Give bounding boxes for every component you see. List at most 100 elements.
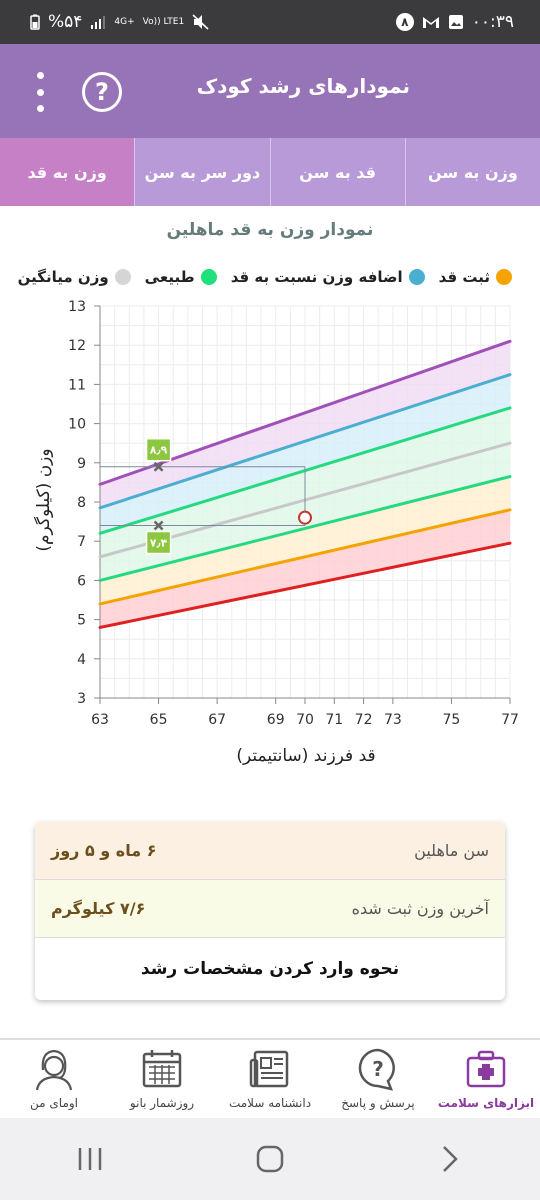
weight-row: آخرین وزن ثبت شده ۷/۶ کیلوگرم [35, 880, 505, 938]
y-tick-label: 9 [77, 456, 86, 472]
medical-kit-icon [466, 1050, 506, 1088]
app-bar: ? نمودارهای رشد کودک [0, 44, 540, 138]
chart-band [100, 476, 510, 604]
signal-icon [91, 16, 106, 29]
chart-band [100, 509, 510, 628]
chart-legend: ثبت قد اضافه وزن نسبت به قد طبیعی وزن می… [18, 268, 512, 286]
battery-level: %۵۴ [48, 12, 83, 32]
tab-weight-for-height[interactable]: وزن به قد [0, 138, 135, 206]
x-tick-label: 73 [384, 712, 402, 728]
y-tick-label: 12 [68, 338, 86, 354]
y-tick-label: 3 [77, 691, 86, 707]
y-tick-label: 6 [77, 573, 86, 589]
nav-calendar[interactable]: روزشمار بانو [108, 1040, 216, 1118]
x-tick-label: 63 [91, 712, 109, 728]
weight-value: ۷/۶ کیلوگرم [51, 899, 146, 918]
divider [0, 1038, 540, 1040]
percentile-curve [98, 541, 512, 629]
marker-label-box [145, 437, 172, 462]
y-tick-label: 5 [77, 613, 86, 629]
notification-badge: ۸ [395, 13, 414, 31]
nav-label: ابزارهای سلامت [437, 1096, 535, 1110]
percentile-curve [98, 373, 512, 510]
weight-label: آخرین وزن ثبت شده [351, 899, 489, 918]
percentile-curve [98, 508, 512, 606]
range-marker [153, 461, 164, 472]
back-button[interactable] [430, 1139, 470, 1179]
x-tick-label: 70 [296, 712, 314, 728]
age-label: سن ماهلین [414, 841, 489, 860]
nav-label: دانشنامه سلامت [228, 1096, 312, 1110]
legend-dot [200, 269, 217, 285]
network-type: 4G+ [114, 16, 135, 27]
marker-label: ۸٫۹ [150, 444, 168, 457]
system-nav-bar [0, 1118, 540, 1200]
x-tick-label: 67 [208, 712, 226, 728]
newspaper-icon [249, 1050, 289, 1088]
nav-encyclopedia[interactable]: دانشنامه سلامت [216, 1040, 324, 1118]
x-tick-label: 72 [355, 712, 373, 728]
nav-label: روزشمار بانو [129, 1096, 195, 1110]
x-tick-label: 71 [325, 712, 343, 728]
legend-label: وزن میانگین [17, 268, 109, 286]
battery-icon [30, 14, 40, 30]
x-tick-label: 65 [150, 712, 168, 728]
legend-item: طبیعی [145, 268, 217, 286]
clock: ۰۰:۳۹ [471, 12, 514, 32]
nav-label: اومای من [30, 1096, 78, 1110]
recent-apps-icon [78, 1148, 102, 1170]
gmail-icon [422, 17, 439, 28]
tab-head-circumference[interactable]: دور سر به سن [134, 138, 269, 206]
x-tick-label: 75 [443, 712, 461, 728]
growth-entry-help-button[interactable]: نحوه وارد کردن مشخصات رشد [140, 959, 400, 979]
marker-label-box [145, 530, 172, 555]
y-tick-label: 13 [68, 299, 86, 315]
tab-weight-for-age[interactable]: وزن به سن [404, 138, 540, 206]
nav-my-profile[interactable]: اومای من [0, 1040, 108, 1118]
chart-band [100, 374, 510, 534]
legend-label: اضافه وزن نسبت به قد [230, 268, 403, 286]
y-tick-label: 8 [77, 495, 86, 511]
svg-text:?: ? [372, 1057, 384, 1081]
legend-dot [408, 269, 425, 285]
percentile-curve [98, 475, 512, 582]
tab-height-for-age[interactable]: قد به سن [269, 138, 405, 206]
legend-label: طبیعی [144, 268, 195, 286]
x-tick-label: 69 [267, 712, 285, 728]
home-button[interactable] [250, 1139, 290, 1179]
nav-health-tools[interactable]: ابزارهای سلامت [432, 1040, 540, 1118]
question-bubble-icon: ? [358, 1048, 395, 1091]
calendar-icon [142, 1050, 182, 1088]
gallery-icon [448, 15, 463, 29]
range-marker [153, 520, 164, 531]
legend-item: ثبت قد [439, 268, 512, 286]
marker-label: ۷٫۴ [150, 537, 168, 550]
legend-dot [496, 269, 512, 285]
status-right: ۸ ۰۰:۳۹ [395, 12, 514, 32]
chevron-right-icon [443, 1146, 458, 1172]
mute-icon [192, 14, 209, 30]
legend-item: وزن میانگین [18, 268, 131, 286]
recent-apps-button[interactable] [70, 1139, 110, 1179]
page-title: نمودارهای رشد کودک [196, 74, 410, 98]
legend-item: اضافه وزن نسبت به قد [231, 268, 425, 286]
y-tick-label: 11 [68, 377, 86, 393]
bottom-nav: ابزارهای سلامت ? پرسش و پاسخ دانشنامه سل… [0, 1040, 540, 1118]
y-tick-label: 4 [77, 652, 86, 668]
chart-title: نمودار وزن به قد ماهلین [166, 220, 374, 240]
x-tick-label: 77 [501, 712, 519, 728]
overflow-menu-icon[interactable] [28, 72, 52, 112]
help-button[interactable]: ? [82, 72, 122, 112]
status-left: %۵۴ 4G+ Vo)) LTE1 [30, 12, 210, 32]
x-axis-title: قد فرزند (سانتیمتر) [236, 746, 376, 766]
nav-questions[interactable]: ? پرسش و پاسخ [324, 1040, 432, 1118]
age-value: ۶ ماه و ۵ روز [51, 841, 157, 860]
measurement-point [298, 510, 312, 525]
nav-label: پرسش و پاسخ [341, 1096, 415, 1110]
home-icon [256, 1145, 284, 1173]
chart-tabs: وزن به سن قد به سن دور سر به سن وزن به ق… [0, 138, 540, 206]
legend-dot [114, 269, 131, 285]
status-bar: %۵۴ 4G+ Vo)) LTE1 ۸ ۰۰:۳۹ [0, 0, 540, 44]
child-info-card: سن ماهلین ۶ ماه و ۵ روز آخرین وزن ثبت شد… [35, 822, 505, 1000]
